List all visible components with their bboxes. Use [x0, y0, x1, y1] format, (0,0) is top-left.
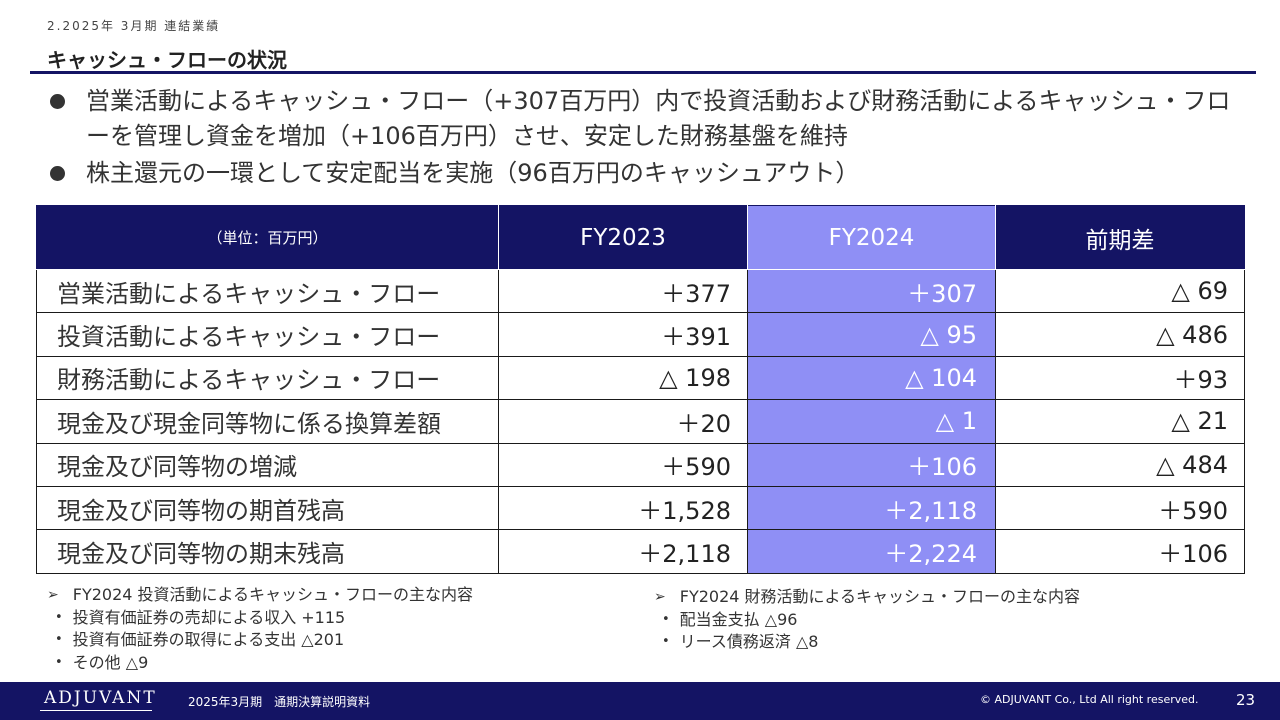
copyright-text: © ADJUVANT Co., Ltd All right reserved.	[980, 693, 1199, 706]
list-item: • 投資有価証券の取得による支出 △201	[47, 629, 473, 652]
cell-fy2024: △ 1	[747, 399, 996, 444]
arrow-bullet-icon: ➢	[654, 589, 666, 605]
cell-fy2023: ＋1,528	[498, 485, 748, 531]
bullet-text: 株主還元の一環として安定配当を実施（96百万円のキャッシュアウト）	[86, 159, 860, 187]
bullet-list: 営業活動によるキャッシュ・フロー（+307百万円）内で投資活動および財務活動によ…	[50, 84, 1240, 193]
logo-underline	[40, 710, 152, 711]
list-item-text: リース債務返済 △8	[679, 632, 819, 651]
table-row: 現金及び現金同等物に係る換算差額 ＋20 △ 1 △ 21	[36, 399, 1245, 444]
table-row: 現金及び同等物の期首残高 ＋1,528 ＋2,118 ＋590	[36, 485, 1245, 531]
cell-fy2024: ＋2,118	[747, 485, 996, 531]
table-row: 財務活動によるキャッシュ・フロー △ 198 △ 104 ＋93	[36, 355, 1245, 401]
title-divider	[30, 71, 1256, 74]
row-label: 投資活動によるキャッシュ・フロー	[36, 312, 499, 357]
list-item-text: 配当金支払 △96	[679, 609, 798, 629]
row-label: 現金及び同等物の期末残高	[36, 529, 499, 574]
cell-fy2023: ＋2,118	[498, 529, 748, 574]
company-logo: ADJUVANT	[44, 688, 157, 708]
bullet-dot-icon	[50, 166, 65, 181]
bullet-item: 営業活動によるキャッシュ・フロー（+307百万円）内で投資活動および財務活動によ…	[50, 84, 1240, 154]
document-title: 2025年3月期 通期決算説明資料	[188, 695, 371, 709]
cell-fy2023: ＋391	[498, 312, 748, 357]
arrow-bullet-icon: ➢	[47, 587, 59, 603]
small-bullet-icon: •	[662, 611, 670, 627]
cell-fy2023: ＋377	[498, 268, 748, 314]
table-header-row: （単位：百万円） FY2023 FY2024 前期差	[36, 205, 1245, 270]
section-label: 2.2025年 3月期 連結業績	[47, 19, 221, 33]
list-item: • リース債務返済 △8	[654, 631, 1080, 654]
note-heading: ➢ FY2024 投資活動によるキャッシュ・フローの主な内容	[47, 584, 473, 607]
small-bullet-icon: •	[55, 609, 63, 625]
footer-bar: ADJUVANT 2025年3月期 通期決算説明資料 © ADJUVANT Co…	[0, 682, 1280, 720]
note-title: FY2024 投資活動によるキャッシュ・フローの主な内容	[72, 585, 474, 604]
row-label: 財務活動によるキャッシュ・フロー	[36, 355, 499, 401]
cell-fy2024: △ 104	[747, 355, 996, 401]
list-item-text: その他 △9	[72, 652, 149, 672]
column-header-diff: 前期差	[995, 205, 1245, 270]
cell-fy2024: ＋307	[747, 268, 996, 314]
row-label: 現金及び同等物の増減	[36, 442, 499, 487]
row-label: 営業活動によるキャッシュ・フロー	[36, 268, 499, 314]
investing-notes: ➢ FY2024 投資活動によるキャッシュ・フローの主な内容 • 投資有価証券の…	[47, 584, 473, 674]
row-label: 現金及び同等物の期首残高	[36, 485, 499, 531]
column-header-fy2024: FY2024	[747, 205, 996, 270]
unit-label: （単位：百万円）	[36, 205, 499, 270]
small-bullet-icon: •	[55, 632, 63, 647]
note-title: FY2024 財務活動によるキャッシュ・フローの主な内容	[679, 587, 1081, 606]
list-item: • 投資有価証券の売却による収入 +115	[47, 607, 473, 630]
bullet-dot-icon	[50, 94, 65, 109]
page-number: 23	[1236, 691, 1256, 709]
cell-fy2024: ＋106	[747, 442, 996, 487]
list-item: • その他 △9	[47, 652, 473, 675]
cell-fy2023: ＋590	[498, 442, 748, 487]
cell-diff: ＋106	[995, 529, 1245, 574]
list-item: • 配当金支払 △96	[654, 609, 1080, 632]
small-bullet-icon: •	[662, 634, 670, 649]
cell-diff: △ 486	[995, 312, 1245, 357]
cell-diff: △ 21	[995, 399, 1245, 444]
table-row: 投資活動によるキャッシュ・フロー ＋391 △ 95 △ 486	[36, 312, 1245, 357]
small-bullet-icon: •	[55, 654, 63, 670]
note-heading: ➢ FY2024 財務活動によるキャッシュ・フローの主な内容	[654, 586, 1080, 609]
cell-diff: △ 484	[995, 442, 1245, 487]
bullet-text: 営業活動によるキャッシュ・フロー（+307百万円）内で投資活動および財務活動によ…	[86, 87, 1231, 150]
row-label: 現金及び現金同等物に係る換算差額	[36, 399, 499, 444]
cell-fy2024: △ 95	[747, 312, 996, 357]
column-header-fy2023: FY2023	[498, 205, 748, 270]
financing-notes: ➢ FY2024 財務活動によるキャッシュ・フローの主な内容 • 配当金支払 △…	[654, 586, 1080, 654]
bullet-item: 株主還元の一環として安定配当を実施（96百万円のキャッシュアウト）	[50, 156, 1240, 191]
table-row: 現金及び同等物の増減 ＋590 ＋106 △ 484	[36, 442, 1245, 487]
page-title: キャッシュ・フローの状況	[47, 48, 287, 72]
list-item-text: 投資有価証券の取得による支出 △201	[72, 630, 345, 649]
cell-fy2023: ＋20	[498, 399, 748, 444]
list-item-text: 投資有価証券の売却による収入 +115	[72, 607, 346, 627]
cash-flow-table: （単位：百万円） FY2023 FY2024 前期差 営業活動によるキャッシュ・…	[36, 205, 1245, 574]
cell-fy2023: △ 198	[498, 355, 748, 401]
cell-diff: △ 69	[995, 268, 1245, 314]
cell-diff: ＋93	[995, 355, 1245, 401]
cell-fy2024: ＋2,224	[747, 529, 996, 574]
table-row: 現金及び同等物の期末残高 ＋2,118 ＋2,224 ＋106	[36, 529, 1245, 574]
cell-diff: ＋590	[995, 485, 1245, 531]
table-row: 営業活動によるキャッシュ・フロー ＋377 ＋307 △ 69	[36, 268, 1245, 314]
